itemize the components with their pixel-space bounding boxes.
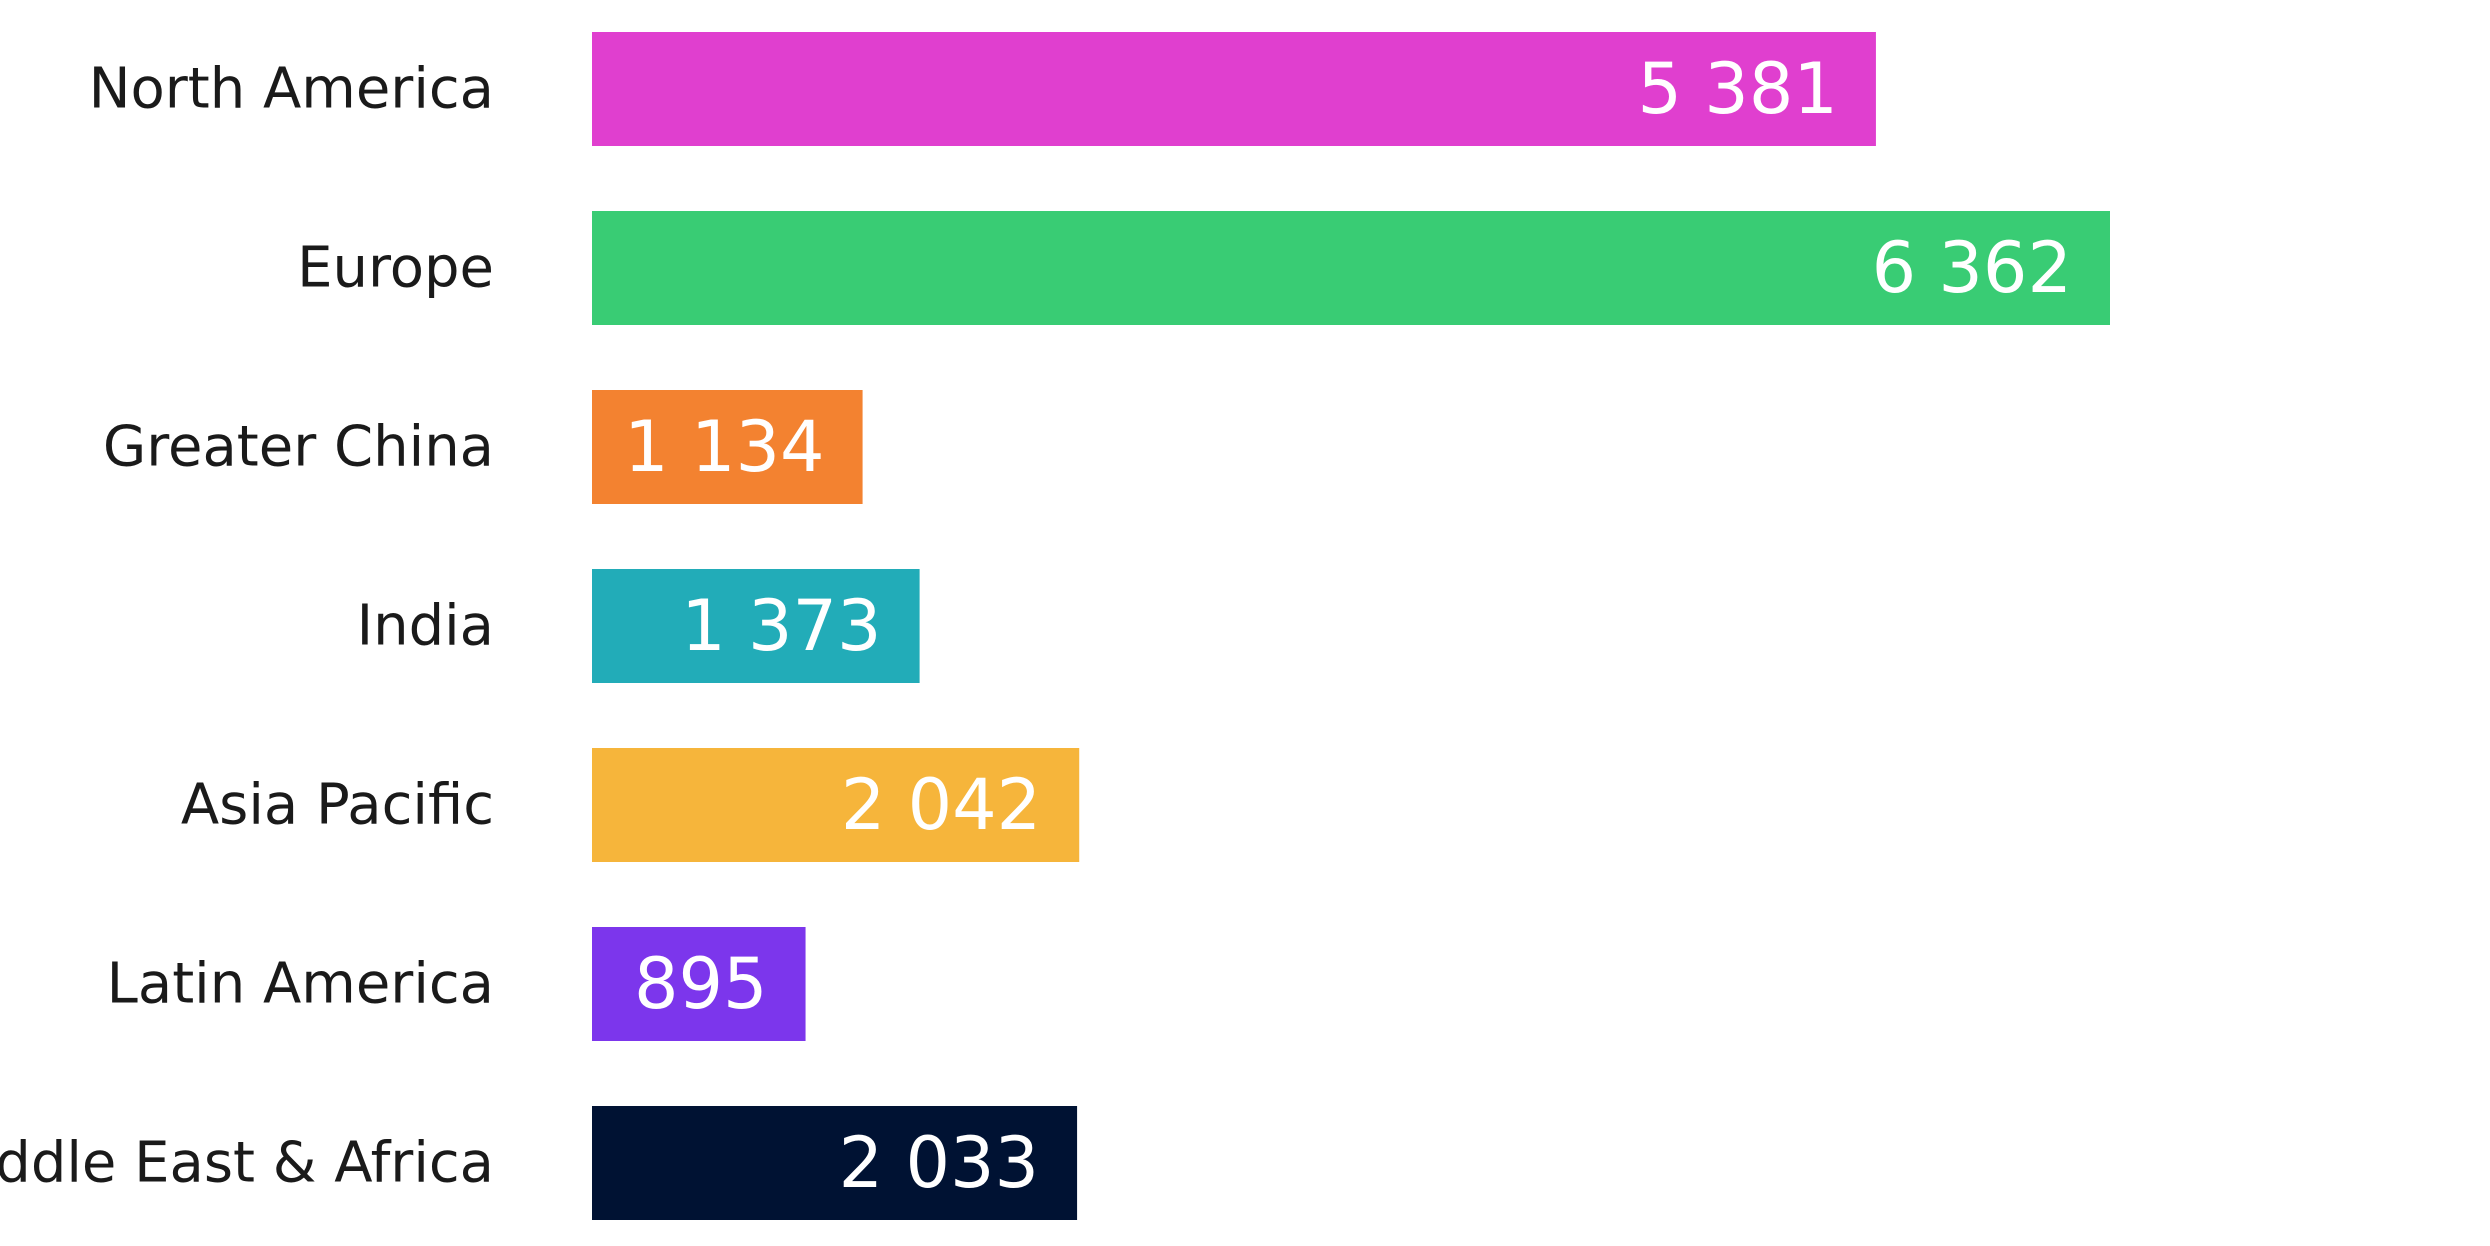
bar-greater-china (592, 390, 863, 504)
value-label-middle-east-and-africa: 2 033 (839, 1122, 1039, 1204)
category-label-asia-pacific: Asia Pacific (181, 773, 494, 838)
category-label-greater-china: Greater China (103, 415, 494, 480)
bar-india (592, 569, 920, 683)
value-label-greater-china: 1 134 (624, 406, 824, 488)
value-label-latin-america: 895 (634, 943, 768, 1025)
value-label-north-america: 5 381 (1638, 48, 1838, 130)
bar-middle-east-and-africa (592, 1106, 1078, 1220)
category-label-latin-america: Latin America (107, 952, 494, 1017)
value-label-asia-pacific: 2 042 (841, 764, 1041, 846)
bar-north-america (592, 32, 1876, 146)
category-label-middle-east-and-africa: Middle East & Africa (0, 1131, 494, 1196)
category-label-india: India (357, 594, 494, 659)
category-label-europe: Europe (297, 236, 494, 301)
bar-europe (592, 211, 2110, 325)
bar-latin-america (592, 927, 806, 1041)
bar-asia-pacific (592, 748, 1080, 862)
category-label-north-america: North America (89, 57, 494, 122)
value-label-europe: 6 362 (1872, 227, 2072, 309)
value-label-india: 1 373 (681, 585, 881, 667)
